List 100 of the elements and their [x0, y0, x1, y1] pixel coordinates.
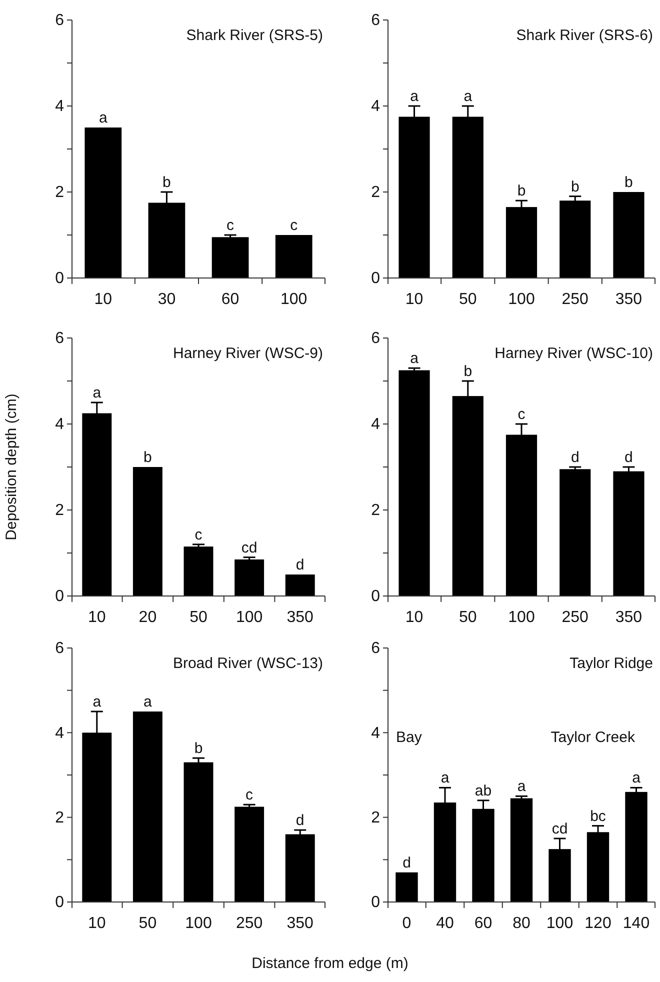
bar: [560, 200, 591, 278]
bar: [234, 806, 264, 902]
x-tick-label: 350: [615, 609, 642, 626]
x-tick-label: 100: [236, 609, 263, 626]
x-tick-label: 0: [402, 915, 412, 932]
annotation: b: [624, 174, 633, 191]
y-tick-label: 0: [55, 270, 64, 288]
annotation: b: [162, 174, 171, 191]
y-tick-label: 6: [55, 330, 64, 348]
y-axis-title: Deposition depth (cm): [3, 394, 20, 540]
x-tick-label: 100: [508, 291, 535, 308]
y-tick-label: 6: [55, 12, 64, 30]
x-tick-label: 40: [436, 915, 454, 932]
annotation: a: [517, 778, 526, 796]
annotation: d: [570, 449, 580, 466]
annotation: d: [624, 449, 633, 466]
annotation: c: [194, 526, 203, 544]
x-tick-label: 250: [562, 291, 589, 308]
annotation: d: [402, 854, 411, 872]
x-tick-label: 50: [190, 609, 208, 626]
x-tick-label: 50: [138, 915, 157, 932]
y-tick-label: 0: [371, 270, 380, 288]
y-tick-label: 4: [371, 98, 380, 116]
y-tick-label: 4: [55, 416, 64, 434]
y-tick-label: 0: [371, 894, 380, 912]
y-tick-label: 6: [371, 12, 380, 30]
bar: [396, 872, 418, 902]
bar: [285, 834, 315, 902]
annotation: cd: [241, 539, 258, 556]
annotation: a: [440, 770, 450, 787]
annotation: d: [296, 812, 304, 830]
annotation: a: [98, 110, 108, 126]
x-tick-label: 50: [458, 609, 477, 626]
x-tick-label: 350: [286, 609, 314, 626]
x-tick-label: 60: [474, 915, 492, 932]
annotation: a: [410, 88, 420, 105]
text: Shark River (SRS-5): [186, 27, 323, 44]
text: Shark River (SRS-6): [516, 27, 653, 44]
text: Broad River (WSC-13): [172, 655, 324, 672]
x-tick-label: 80: [512, 915, 530, 932]
bar: [560, 469, 591, 596]
annotation: Bay: [396, 728, 422, 746]
x-axis-title: Distance from edge (m): [252, 955, 408, 972]
x-tick-label: 250: [562, 609, 589, 626]
y-tick-label: 6: [371, 330, 380, 348]
x-tick-label: 20: [138, 609, 157, 626]
bar: [184, 762, 214, 902]
text: Harney River (WSC-9): [172, 345, 324, 362]
bar: [275, 235, 312, 278]
x-tick-label: 350: [286, 915, 314, 932]
y-tick-label: 0: [55, 588, 64, 606]
x-tick-label: 10: [94, 291, 112, 308]
x-tick-label: 50: [458, 291, 477, 308]
bar: [613, 192, 644, 278]
bar: [285, 574, 315, 596]
annotation: a: [92, 384, 102, 402]
annotation: c: [246, 786, 254, 804]
bar: [184, 546, 214, 596]
x-tick-label: 250: [236, 915, 263, 932]
y-tick-label: 2: [55, 502, 64, 520]
text: Harney River (WSC-10): [494, 345, 653, 362]
bar: [132, 467, 162, 596]
x-tick-label: 60: [221, 291, 240, 308]
x-tick-label: 10: [88, 609, 106, 626]
annotation: ab: [474, 782, 492, 800]
annotation: b: [144, 449, 152, 466]
x-tick-label: 100: [280, 291, 308, 308]
annotation: b: [570, 178, 580, 196]
y-tick-label: 2: [55, 809, 64, 826]
annotation: bc: [590, 808, 606, 825]
x-tick-label: 100: [546, 915, 574, 932]
bar: [625, 792, 648, 902]
y-tick-label: 2: [371, 502, 380, 520]
annotation: b: [517, 182, 526, 200]
annotation: c: [226, 217, 235, 234]
x-tick-label: 10: [405, 609, 424, 626]
x-tick-label: 120: [584, 915, 612, 932]
annotation: Taylor Creek: [550, 728, 636, 746]
y-tick-label: 2: [371, 184, 380, 202]
annotation: cd: [552, 820, 568, 838]
y-tick-label: 6: [55, 640, 64, 658]
y-tick-label: 2: [371, 809, 380, 826]
y-tick-label: 0: [55, 894, 64, 912]
y-tick-label: 2: [55, 184, 64, 202]
annotation: b: [194, 740, 203, 758]
annotation: c: [518, 406, 526, 423]
y-tick-label: 4: [55, 724, 64, 742]
y-tick-label: 0: [371, 588, 380, 606]
x-tick-label: 10: [405, 291, 424, 308]
annotation: a: [464, 88, 473, 105]
bar: [613, 471, 644, 596]
bar: [398, 370, 430, 596]
annotation: d: [296, 556, 304, 574]
x-tick-label: 140: [622, 915, 650, 932]
x-tick-label: 30: [158, 291, 176, 308]
annotation: a: [92, 694, 102, 710]
y-tick-label: 4: [371, 416, 380, 434]
annotation: b: [464, 363, 472, 380]
text: Taylor Ridge: [570, 655, 653, 672]
bar: [234, 559, 264, 596]
